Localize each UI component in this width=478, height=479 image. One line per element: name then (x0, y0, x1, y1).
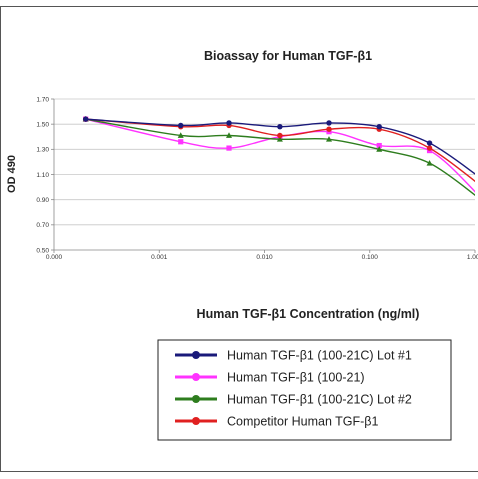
y-tick-label: 0.70 (36, 222, 49, 229)
y-tick-label: 1.70 (36, 96, 49, 103)
chart-frame (0, 6, 478, 472)
data-point (178, 139, 184, 145)
x-tick-label: 0.000 (46, 254, 63, 261)
data-point (226, 120, 232, 126)
data-point (376, 142, 382, 149)
x-tick-label: 0.010 (256, 254, 273, 261)
series-group (82, 115, 475, 197)
data-point (426, 159, 433, 166)
x-tick-label: 0.001 (151, 254, 168, 261)
y-axis-label: OD 490 (6, 155, 18, 193)
data-point (376, 123, 382, 130)
data-point (426, 145, 433, 151)
legend-marker (192, 417, 200, 425)
legend-label: Competitor Human TGF-β1 (227, 415, 378, 429)
data-point (276, 136, 283, 142)
data-point (82, 116, 89, 122)
legend-label: Human TGF-β1 (100-21C) Lot #2 (227, 393, 412, 407)
data-point (326, 120, 332, 126)
y-tick-label: 0.90 (36, 197, 49, 204)
y-tick-label: 1.10 (36, 172, 49, 179)
y-tick-label: 1.30 (36, 147, 49, 154)
legend: Human TGF-β1 (100-21C) Lot #1 Human TGF-β… (157, 339, 452, 441)
axes (51, 98, 476, 253)
series-1 (82, 116, 475, 175)
x-tick-label: 0.100 (362, 254, 379, 261)
data-point (426, 140, 433, 146)
data-point (376, 146, 383, 152)
y-tick-labels: 0.50 0.70 0.90 1.10 1.30 1.50 1.70 (36, 96, 49, 254)
legend-marker (192, 395, 200, 403)
legend-marker (192, 351, 200, 359)
x-tick-label: 1.000 (467, 254, 478, 261)
legend-box (157, 339, 452, 441)
series-line (85, 118, 475, 197)
legend-marker (192, 373, 200, 381)
data-point (226, 132, 233, 138)
data-point (326, 126, 332, 132)
y-tick-label: 1.50 (36, 121, 49, 128)
legend-label: Human TGF-β1 (100-21C) Lot #1 (227, 349, 412, 363)
x-tick-labels: 0.000 0.001 0.010 0.100 1.000 (46, 254, 478, 261)
data-point (277, 132, 283, 139)
series-line (85, 118, 475, 193)
chart-title: Bioassay for Human TGF-β1 (204, 49, 372, 63)
x-axis-label: Human TGF-β1 Concentration (ng/ml) (197, 307, 420, 321)
data-point (226, 145, 232, 151)
grid (54, 98, 475, 226)
legend-label: Human TGF-β1 (100-21) (227, 371, 365, 385)
data-point (177, 132, 184, 138)
data-point (277, 123, 283, 130)
y-tick-label: 0.50 (36, 247, 49, 254)
data-point (325, 136, 332, 142)
data-point (178, 122, 184, 129)
